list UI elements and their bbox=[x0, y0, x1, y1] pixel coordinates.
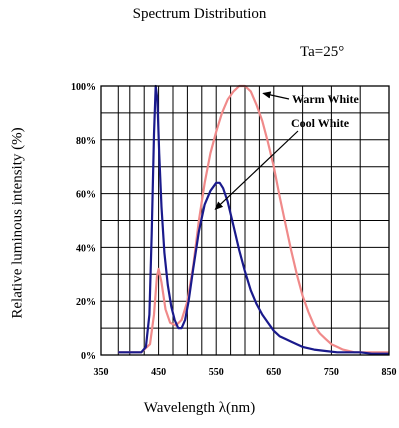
x-tick-label: 850 bbox=[382, 367, 397, 378]
y-tick-label: 80% bbox=[76, 136, 96, 147]
y-tick-label: 20% bbox=[76, 297, 96, 308]
x-tick-label: 350 bbox=[94, 367, 109, 378]
warm-white-arrow bbox=[262, 91, 290, 100]
tick-labels: 350 450 550 650 750 850 0% 20% 40% 60% 80% 100% bbox=[71, 82, 397, 378]
series-line-warm-white bbox=[118, 84, 389, 354]
x-tick-label: 650 bbox=[266, 367, 281, 378]
chart-title: Spectrum Distribution bbox=[132, 6, 267, 22]
x-axis-label: Wavelength λ(nm) bbox=[143, 400, 256, 416]
x-tick-label: 750 bbox=[324, 367, 339, 378]
plot-border bbox=[100, 85, 390, 356]
y-tick-label: 60% bbox=[76, 190, 96, 201]
ambient-temperature-label: Ta=25° bbox=[300, 44, 345, 60]
x-tick-label: 450 bbox=[151, 367, 166, 378]
y-tick-label: 0% bbox=[81, 351, 96, 362]
series-line-cool-white bbox=[118, 84, 389, 355]
cool-white-label: Cool White bbox=[291, 116, 350, 130]
y-tick-label: 100% bbox=[71, 82, 96, 93]
series-layer bbox=[118, 84, 389, 355]
warm-white-label: Warm White bbox=[292, 92, 359, 106]
x-tick-label: 550 bbox=[209, 367, 224, 378]
y-tick-label: 40% bbox=[76, 243, 96, 254]
plot-frame bbox=[100, 85, 390, 356]
annotations: Warm White Cool White bbox=[214, 91, 359, 210]
cool-white-arrow bbox=[214, 130, 299, 210]
